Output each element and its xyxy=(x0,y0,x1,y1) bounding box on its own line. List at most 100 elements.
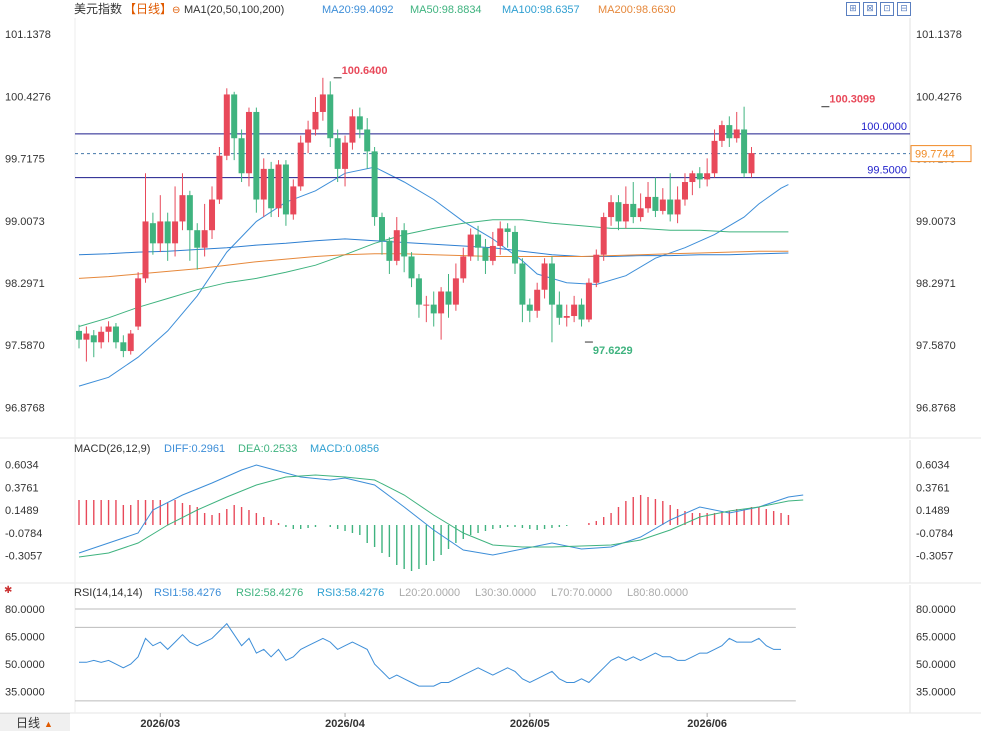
crosshair-icon[interactable]: ⊡ xyxy=(880,2,894,16)
candle-body[interactable] xyxy=(223,94,230,156)
rsi-panel[interactable] xyxy=(75,608,796,702)
candle-body[interactable] xyxy=(356,116,363,130)
macd-panel[interactable] xyxy=(78,464,804,571)
candle-body[interactable] xyxy=(667,199,674,215)
candle-body[interactable] xyxy=(393,230,400,261)
candle-body[interactable] xyxy=(179,195,186,222)
candle-body[interactable] xyxy=(408,256,415,279)
candle-body[interactable] xyxy=(711,140,718,174)
candle-body[interactable] xyxy=(733,129,740,139)
candle-body[interactable] xyxy=(615,202,622,222)
candle-body[interactable] xyxy=(201,230,208,248)
candle-body[interactable] xyxy=(534,289,541,311)
candle-body[interactable] xyxy=(127,333,134,352)
candle-body[interactable] xyxy=(105,326,112,332)
candle-body[interactable] xyxy=(83,333,90,340)
candle-body[interactable] xyxy=(438,291,445,314)
candle-body[interactable] xyxy=(482,247,489,261)
candle-body[interactable] xyxy=(327,94,334,139)
candle-body[interactable] xyxy=(563,316,570,318)
candle-body[interactable] xyxy=(401,230,408,257)
candle-body[interactable] xyxy=(349,116,356,143)
candle-body[interactable] xyxy=(371,151,378,218)
candle-body[interactable] xyxy=(556,304,563,318)
price-panel[interactable]: 100.0000 99.5000 100.6400 97.6229 100.3099 xyxy=(75,65,910,387)
candle-body[interactable] xyxy=(748,153,755,174)
candle-body[interactable] xyxy=(608,202,615,218)
candle-body[interactable] xyxy=(186,195,193,231)
candle-body[interactable] xyxy=(637,208,644,218)
candle-body[interactable] xyxy=(231,94,238,139)
candle-body[interactable] xyxy=(415,278,422,305)
candle-body[interactable] xyxy=(135,278,142,327)
candle-body[interactable] xyxy=(452,278,459,305)
candle-body[interactable] xyxy=(460,256,467,279)
candle-body[interactable] xyxy=(689,173,696,183)
candle-body[interactable] xyxy=(696,173,703,180)
candle-body[interactable] xyxy=(585,282,592,320)
candle-body[interactable] xyxy=(142,221,149,279)
candle-body[interactable] xyxy=(157,221,164,244)
candle-body[interactable] xyxy=(652,196,659,211)
candle-body[interactable] xyxy=(497,228,504,246)
candle-body[interactable] xyxy=(600,217,607,255)
candle-body[interactable] xyxy=(342,142,349,169)
candle-body[interactable] xyxy=(526,304,533,311)
candle-body[interactable] xyxy=(364,129,371,152)
candle-body[interactable] xyxy=(430,304,437,314)
candle-body[interactable] xyxy=(319,94,326,112)
candle-body[interactable] xyxy=(209,199,216,231)
candle-body[interactable] xyxy=(475,234,482,248)
candle-body[interactable] xyxy=(90,335,97,343)
expand-icon[interactable]: ⊠ xyxy=(863,2,877,16)
candle-body[interactable] xyxy=(290,186,297,215)
candle-body[interactable] xyxy=(571,304,578,317)
candle-body[interactable] xyxy=(120,342,127,352)
candle-body[interactable] xyxy=(704,173,711,180)
candle-body[interactable] xyxy=(172,221,179,244)
candle-body[interactable] xyxy=(630,203,637,218)
candle-body[interactable] xyxy=(238,138,245,174)
candle-body[interactable] xyxy=(512,231,519,264)
candle-body[interactable] xyxy=(334,138,341,169)
candle-body[interactable] xyxy=(541,263,548,290)
candle-body[interactable] xyxy=(593,254,600,283)
candle-body[interactable] xyxy=(76,330,82,340)
fullscreen-icon[interactable]: ⊟ xyxy=(897,2,911,16)
period-tag[interactable]: 【日线】 xyxy=(124,2,172,16)
candle-body[interactable] xyxy=(386,240,393,261)
candle-body[interactable] xyxy=(467,234,474,257)
candle-body[interactable] xyxy=(548,263,555,305)
candle-body[interactable] xyxy=(245,111,252,174)
candle-body[interactable] xyxy=(578,304,585,320)
candle-body[interactable] xyxy=(194,230,201,248)
candle-body[interactable] xyxy=(645,196,652,209)
candle-body[interactable] xyxy=(659,199,666,211)
candle-body[interactable] xyxy=(149,223,156,244)
candle-body[interactable] xyxy=(445,291,452,305)
candle-body[interactable] xyxy=(489,245,496,261)
candle-body[interactable] xyxy=(98,331,105,343)
candle-body[interactable] xyxy=(297,142,304,187)
candle-body[interactable] xyxy=(312,111,319,130)
candle-body[interactable] xyxy=(253,111,260,200)
candle-body[interactable] xyxy=(519,263,526,305)
candle-body[interactable] xyxy=(622,203,629,222)
candle-body[interactable] xyxy=(726,125,733,139)
candle-body[interactable] xyxy=(216,155,223,200)
candle-body[interactable] xyxy=(378,217,385,241)
settings-icon[interactable]: ⊖ xyxy=(172,5,180,16)
candle-body[interactable] xyxy=(260,168,267,200)
candle-body[interactable] xyxy=(164,221,171,244)
candle-body[interactable] xyxy=(282,164,289,215)
candle-body[interactable] xyxy=(423,304,430,306)
candle-body[interactable] xyxy=(681,182,688,200)
candle-body[interactable] xyxy=(741,129,748,174)
candle-body[interactable] xyxy=(275,164,282,209)
candle-body[interactable] xyxy=(504,228,511,232)
candle-body[interactable] xyxy=(718,125,725,141)
indicator-settings-icon[interactable]: ✱ xyxy=(4,585,13,596)
candle-body[interactable] xyxy=(112,326,119,343)
grid-icon[interactable]: ⊞ xyxy=(846,2,860,16)
period-selector[interactable]: 日线 ▲ xyxy=(0,713,70,731)
